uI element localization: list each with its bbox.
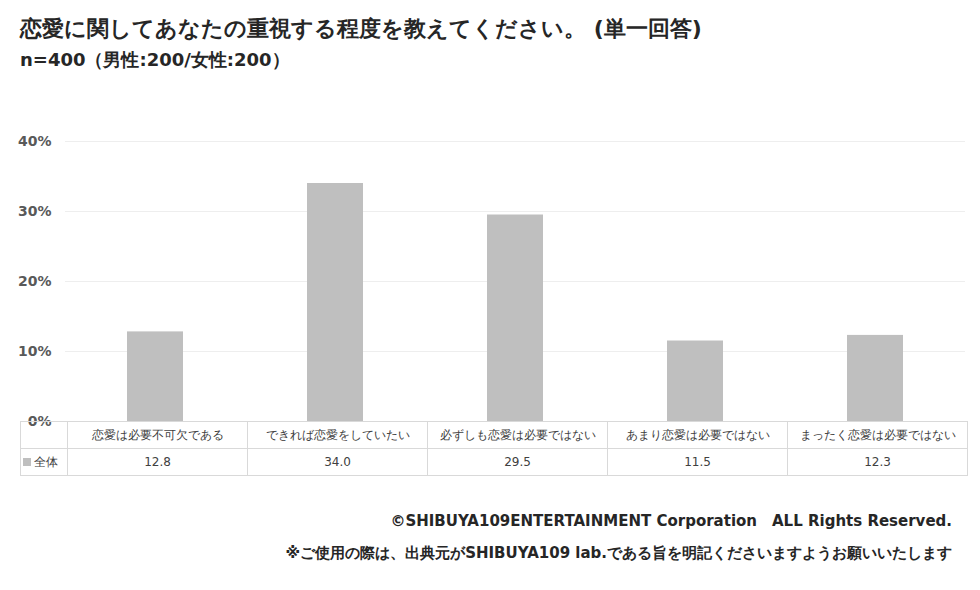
svg-text:0%: 0% — [28, 413, 52, 426]
html-text:まったく恋愛は必要ではない: まったく恋愛は必要ではない — [799, 427, 956, 442]
html-text:11.5: 11.5 — [684, 455, 711, 469]
html-text:※ご使用の際は、出典元がSHIBUYA109 lab.である: ※ご使用の際は、出典元がSHIBUYA109 lab.である旨を明記くださいます… — [285, 544, 952, 562]
html-text:恋愛に関してあなたの重視する程度を教えてください。 (単一回: 恋愛に関してあなたの重視する程度を教えてください。 (単一回答) — [20, 16, 702, 41]
html-text:12.3: 12.3 — [864, 455, 891, 469]
svg-text:30%: 30% — [18, 203, 52, 219]
html-text:全体: 全体 — [34, 454, 58, 469]
html-text:必ずしも恋愛は必要ではない: 必ずしも恋愛は必要ではない — [439, 427, 596, 442]
html-text:29.5: 29.5 — [504, 455, 531, 469]
html-text:できれば恋愛をしていたい: できれば恋愛をしていたい — [265, 427, 410, 442]
html-text:n=400（男性:200/女性:200）: n=400（男性:200/女性:200） — [20, 49, 290, 70]
svg-text:40%: 40% — [18, 133, 52, 149]
html-text:©SHIBUYA109ENTERTAINMENT Corpo: ©SHIBUYA109ENTERTAINMENT Corporation ALL… — [390, 512, 952, 530]
svg-text:10%: 10% — [18, 343, 52, 359]
html-text:34.0: 34.0 — [324, 455, 351, 469]
html-text:恋愛は必要不可欠である: 恋愛は必要不可欠である — [91, 427, 224, 442]
html-text:あまり恋愛は必要ではない: あまり恋愛は必要ではない — [625, 427, 770, 442]
html-text:12.8: 12.8 — [144, 455, 171, 469]
svg-text:20%: 20% — [18, 273, 52, 289]
